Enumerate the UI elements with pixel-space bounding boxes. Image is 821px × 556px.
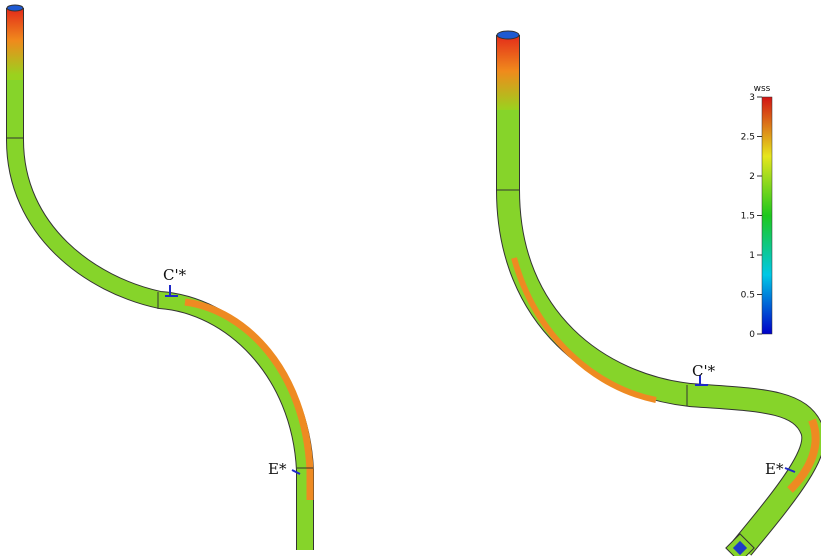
colorbar: wss 0 0.5 1 1.5 2 2.5 3 (741, 84, 772, 340)
label-c: C'* (692, 362, 716, 380)
tick-label: 2 (749, 172, 755, 182)
tick-label: 0 (749, 330, 755, 340)
label-c: C'* (163, 266, 187, 284)
label-e: E* (268, 460, 287, 478)
figure: C'* E* C'* E* wss 0 0.5 1 1.5 2 2.5 3 (0, 0, 821, 556)
tick-label: 2.5 (741, 133, 755, 143)
label-e: E* (765, 460, 784, 478)
colorbar-title: wss (754, 84, 771, 94)
tick-label: 3 (749, 93, 755, 103)
tick-label: 1 (749, 251, 755, 261)
tick-label: 1.5 (741, 212, 755, 222)
tick-label: 0.5 (741, 291, 755, 301)
